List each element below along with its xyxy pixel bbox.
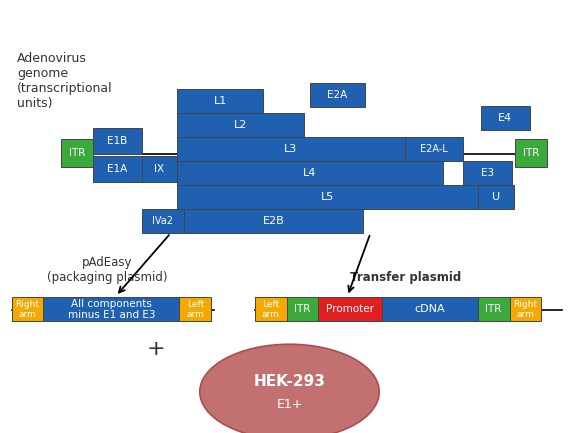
FancyBboxPatch shape: [142, 209, 184, 233]
Text: All components
minus E1 and E3: All components minus E1 and E3: [68, 299, 155, 320]
FancyBboxPatch shape: [478, 297, 510, 321]
Text: IX: IX: [154, 164, 164, 174]
FancyBboxPatch shape: [287, 297, 318, 321]
Text: pAdEasy
(packaging plasmid): pAdEasy (packaging plasmid): [47, 255, 167, 284]
FancyBboxPatch shape: [142, 156, 177, 182]
FancyBboxPatch shape: [12, 297, 43, 321]
Text: L3: L3: [284, 144, 298, 154]
FancyBboxPatch shape: [179, 297, 211, 321]
Text: E4: E4: [498, 113, 512, 123]
Text: Left
arm: Left arm: [186, 300, 204, 319]
Text: ITR: ITR: [68, 148, 85, 158]
FancyBboxPatch shape: [255, 297, 287, 321]
FancyBboxPatch shape: [177, 137, 405, 161]
Text: Transfer plasmid: Transfer plasmid: [350, 271, 461, 284]
FancyBboxPatch shape: [93, 128, 142, 154]
FancyBboxPatch shape: [177, 113, 304, 137]
Text: L1: L1: [214, 96, 226, 106]
Text: Right
arm: Right arm: [16, 300, 39, 319]
Text: Adenovirus
genome
(transcriptional
units): Adenovirus genome (transcriptional units…: [17, 52, 113, 110]
FancyBboxPatch shape: [510, 297, 541, 321]
Text: L2: L2: [233, 120, 247, 130]
Text: U: U: [492, 192, 500, 202]
FancyBboxPatch shape: [515, 139, 547, 167]
Text: L5: L5: [321, 192, 334, 202]
Text: E2A: E2A: [327, 90, 347, 100]
Text: cDNA: cDNA: [415, 304, 445, 314]
Ellipse shape: [200, 344, 379, 433]
Text: Promoter: Promoter: [327, 304, 374, 314]
FancyBboxPatch shape: [177, 185, 478, 209]
FancyBboxPatch shape: [478, 185, 514, 209]
FancyBboxPatch shape: [93, 156, 142, 182]
FancyBboxPatch shape: [463, 161, 512, 185]
Text: Left
arm: Left arm: [262, 300, 280, 319]
FancyBboxPatch shape: [481, 106, 530, 130]
FancyBboxPatch shape: [184, 209, 363, 233]
FancyBboxPatch shape: [177, 161, 443, 185]
Text: ITR: ITR: [523, 148, 540, 158]
Text: L4: L4: [303, 168, 317, 178]
Text: E1+: E1+: [276, 398, 303, 411]
FancyBboxPatch shape: [61, 139, 93, 167]
FancyBboxPatch shape: [405, 137, 463, 161]
Text: E1B: E1B: [107, 136, 127, 146]
Text: ITR: ITR: [294, 304, 311, 314]
Text: E2B: E2B: [262, 216, 284, 226]
Text: ITR: ITR: [485, 304, 502, 314]
Text: IVa2: IVa2: [152, 216, 173, 226]
Text: E3: E3: [481, 168, 494, 178]
FancyBboxPatch shape: [318, 297, 382, 321]
FancyBboxPatch shape: [310, 83, 365, 107]
Text: E1A: E1A: [107, 164, 127, 174]
FancyBboxPatch shape: [43, 297, 179, 321]
Text: Right
arm: Right arm: [514, 300, 537, 319]
FancyBboxPatch shape: [177, 89, 263, 113]
Text: E2A-L: E2A-L: [420, 144, 448, 154]
FancyBboxPatch shape: [382, 297, 478, 321]
Text: +: +: [147, 339, 166, 359]
Text: HEK-293: HEK-293: [254, 374, 325, 388]
